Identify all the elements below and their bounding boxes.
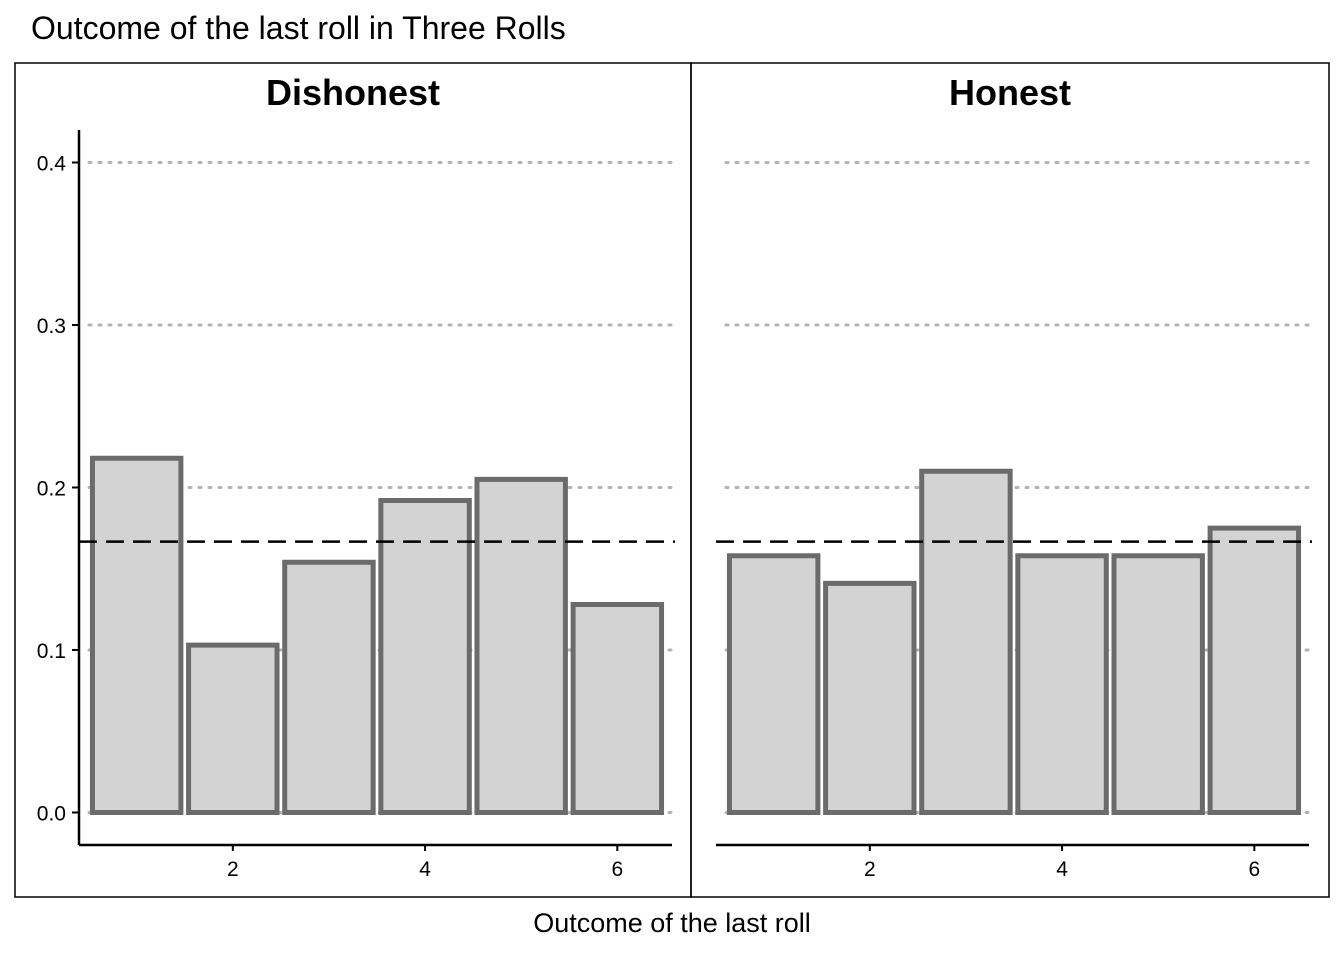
x-tick-label: 2 bbox=[864, 858, 876, 881]
facet-panel-dishonest: Dishonest 2 4 6 0.0 0.1 0.2 0.3 0.4 bbox=[14, 62, 692, 898]
bar-2 bbox=[186, 642, 280, 815]
y-tick-label: 0.2 bbox=[37, 478, 66, 501]
bar-6 bbox=[570, 602, 665, 815]
x-tick-label: 6 bbox=[1248, 858, 1260, 881]
facet-panel-honest: Honest 2 4 6 bbox=[690, 62, 1330, 898]
facets-group: Dishonest 2 4 6 0.0 0.1 0.2 0.3 0.4 Honest 2 4 6 bbox=[14, 62, 1330, 898]
y-tick-label: 0.3 bbox=[37, 315, 66, 338]
x-tick-label: 2 bbox=[227, 858, 239, 881]
bar-5 bbox=[1111, 553, 1205, 815]
bar-4 bbox=[378, 498, 472, 815]
y-tick-label: 0.1 bbox=[37, 640, 66, 663]
facet-title: Dishonest bbox=[266, 72, 440, 113]
bar-4 bbox=[1015, 553, 1109, 815]
bar-5 bbox=[474, 476, 568, 815]
y-tick-label: 0.4 bbox=[37, 153, 67, 176]
bar-1 bbox=[89, 455, 184, 815]
x-tick-label: 4 bbox=[419, 858, 431, 881]
bar-3 bbox=[282, 559, 376, 815]
x-tick-label: 6 bbox=[611, 858, 623, 881]
y-tick-label: 0.0 bbox=[37, 803, 66, 826]
bar-2 bbox=[823, 580, 917, 815]
bar-3 bbox=[919, 468, 1013, 815]
x-axis-label: Outcome of the last roll bbox=[533, 908, 811, 938]
facet-title: Honest bbox=[949, 72, 1071, 113]
facet-frame bbox=[690, 62, 1330, 898]
chart-title: Outcome of the last roll in Three Rolls bbox=[31, 10, 566, 46]
x-tick-label: 4 bbox=[1056, 858, 1068, 881]
bar-6 bbox=[1207, 525, 1302, 815]
bar-1 bbox=[726, 553, 821, 815]
